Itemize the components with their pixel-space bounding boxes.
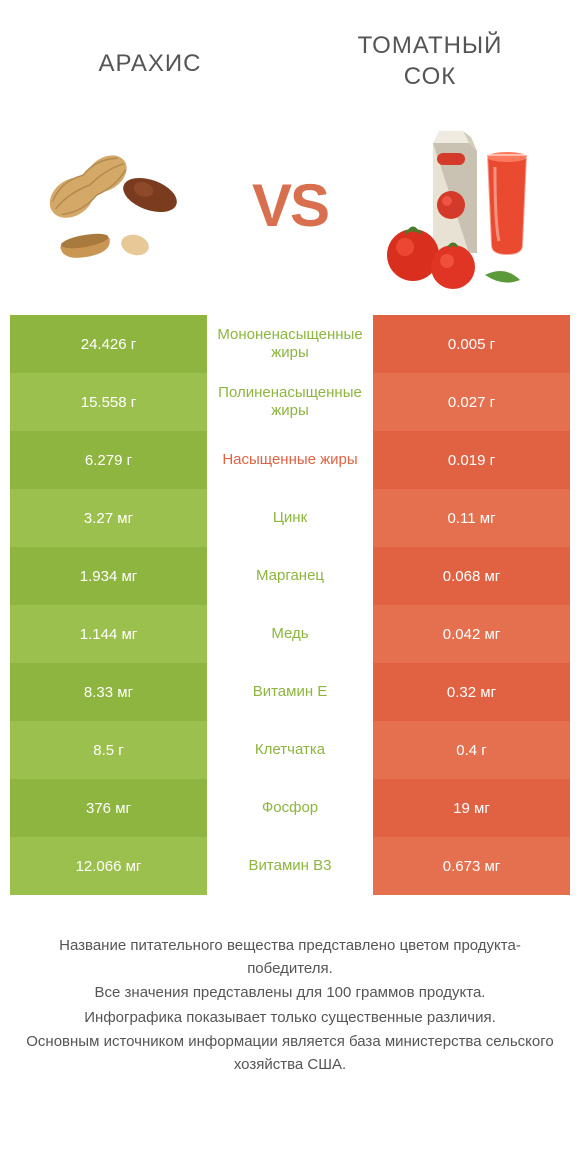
nutrient-name: Полиненасыщенные жиры <box>207 373 373 431</box>
left-product-image <box>30 115 210 295</box>
table-row: 376 мгФосфор19 мг <box>10 779 570 837</box>
footer-line-1: Название питательного вещества представл… <box>20 935 560 980</box>
nutrient-name: Мононенасыщенные жиры <box>207 315 373 373</box>
table-row: 8.5 гКлетчатка0.4 г <box>10 721 570 779</box>
right-product-title: ТОМАТНЫЙСОК <box>290 20 570 92</box>
right-value: 0.068 мг <box>373 547 570 605</box>
peanut-icon <box>35 135 205 275</box>
table-row: 1.934 мгМарганец0.068 мг <box>10 547 570 605</box>
vs-label: VS <box>252 171 328 240</box>
nutrient-name: Витамин B3 <box>207 837 373 895</box>
left-value: 8.5 г <box>10 721 207 779</box>
table-row: 6.279 гНасыщенные жиры0.019 г <box>10 431 570 489</box>
footer-line-3: Инфографика показывает только существенн… <box>20 1007 560 1030</box>
table-row: 3.27 мгЦинк0.11 мг <box>10 489 570 547</box>
nutrient-name: Марганец <box>207 547 373 605</box>
left-value: 15.558 г <box>10 373 207 431</box>
right-value: 19 мг <box>373 779 570 837</box>
images-row: VS <box>0 95 580 315</box>
table-row: 15.558 гПолиненасыщенные жиры0.027 г <box>10 373 570 431</box>
right-value: 0.4 г <box>373 721 570 779</box>
right-value: 0.005 г <box>373 315 570 373</box>
nutrient-name: Клетчатка <box>207 721 373 779</box>
left-value: 24.426 г <box>10 315 207 373</box>
left-value: 8.33 мг <box>10 663 207 721</box>
table-row: 8.33 мгВитамин E0.32 мг <box>10 663 570 721</box>
left-value: 12.066 мг <box>10 837 207 895</box>
table-row: 1.144 мгМедь0.042 мг <box>10 605 570 663</box>
footer-line-2: Все значения представлены для 100 граммо… <box>20 982 560 1005</box>
left-value: 6.279 г <box>10 431 207 489</box>
right-product-image <box>370 115 550 295</box>
nutrient-name: Цинк <box>207 489 373 547</box>
nutrient-name: Витамин E <box>207 663 373 721</box>
left-product-title: АРАХИС <box>10 20 290 78</box>
nutrient-table: 24.426 гМононенасыщенные жиры0.005 г15.5… <box>10 315 570 895</box>
tomato-juice-icon <box>375 115 545 295</box>
right-value: 0.673 мг <box>373 837 570 895</box>
nutrient-name: Медь <box>207 605 373 663</box>
header: АРАХИС ТОМАТНЫЙСОК <box>0 0 580 95</box>
right-value: 0.042 мг <box>373 605 570 663</box>
left-value: 1.934 мг <box>10 547 207 605</box>
right-product-title-text: ТОМАТНЫЙСОК <box>358 32 503 90</box>
left-value: 1.144 мг <box>10 605 207 663</box>
table-row: 12.066 мгВитамин B30.673 мг <box>10 837 570 895</box>
left-value: 376 мг <box>10 779 207 837</box>
nutrient-name: Фосфор <box>207 779 373 837</box>
right-value: 0.11 мг <box>373 489 570 547</box>
right-value: 0.019 г <box>373 431 570 489</box>
right-value: 0.027 г <box>373 373 570 431</box>
right-value: 0.32 мг <box>373 663 570 721</box>
footer-line-4: Основным источником информации является … <box>20 1031 560 1076</box>
left-value: 3.27 мг <box>10 489 207 547</box>
nutrient-name: Насыщенные жиры <box>207 431 373 489</box>
footer-notes: Название питательного вещества представл… <box>0 895 580 1076</box>
table-row: 24.426 гМононенасыщенные жиры0.005 г <box>10 315 570 373</box>
